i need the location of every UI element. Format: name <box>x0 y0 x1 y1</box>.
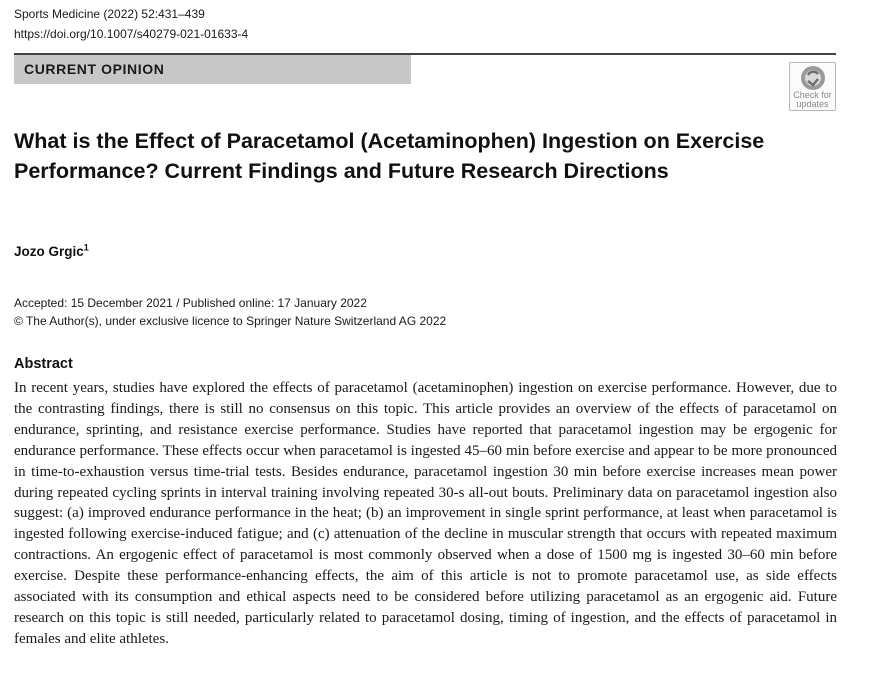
article-title: What is the Effect of Paracetamol (Aceta… <box>14 129 765 183</box>
article-type-label: CURRENT OPINION <box>24 61 165 77</box>
check-for-updates-icon <box>801 66 825 90</box>
publication-info: Accepted: 15 December 2021 / Published o… <box>14 294 446 330</box>
check-for-updates-line2: updates <box>796 99 829 109</box>
journal-citation: Sports Medicine (2022) 52:431–439 <box>14 7 205 21</box>
check-for-updates-label: Check for updates <box>790 91 835 109</box>
article-type-banner: CURRENT OPINION <box>14 53 411 84</box>
check-for-updates-line1: Check for <box>793 90 832 100</box>
header-rule <box>14 53 836 55</box>
check-for-updates-button[interactable]: Check for updates <box>789 62 836 111</box>
doi-link[interactable]: https://doi.org/10.1007/s40279-021-01633… <box>14 27 249 41</box>
copyright-line: © The Author(s), under exclusive licence… <box>14 314 447 328</box>
author-name[interactable]: Jozo Grgic <box>14 244 84 259</box>
author-affiliation-mark[interactable]: 1 <box>83 242 89 253</box>
publication-dates: Accepted: 15 December 2021 / Published o… <box>14 296 367 310</box>
author[interactable]: Jozo Grgic1 <box>14 242 89 259</box>
journal-header: Sports Medicine (2022) 52:431–439 https:… <box>14 4 248 44</box>
abstract-heading: Abstract <box>14 356 73 372</box>
abstract-text: In recent years, studies have explored t… <box>14 380 837 647</box>
